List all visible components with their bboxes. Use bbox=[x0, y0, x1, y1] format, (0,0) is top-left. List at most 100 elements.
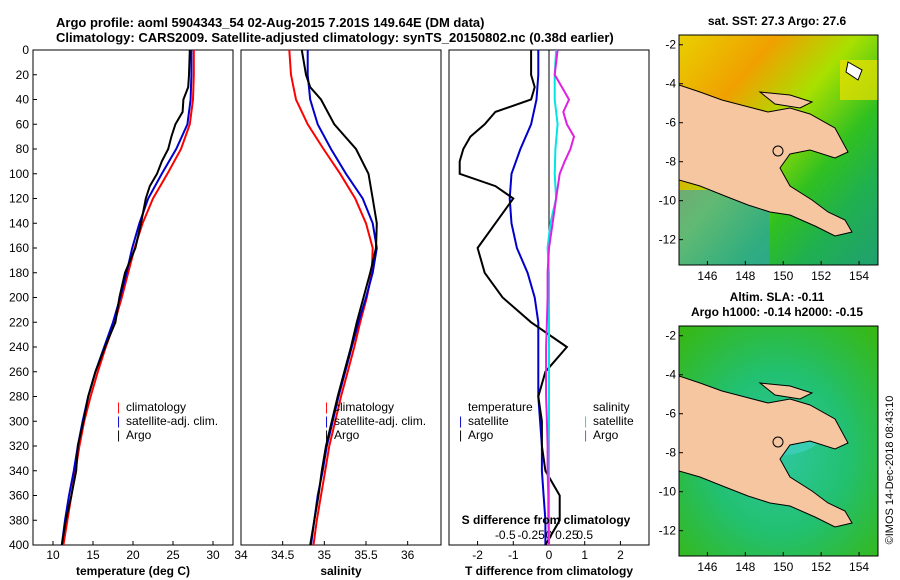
sst-xtick-label: 146 bbox=[697, 269, 717, 283]
depth-tick-label: 240 bbox=[9, 340, 29, 354]
depth-tick-label: 360 bbox=[9, 489, 29, 503]
depth-tick-label: 120 bbox=[9, 192, 29, 206]
temp-argo-line bbox=[60, 49, 191, 546]
sal-xtick-label: 36 bbox=[401, 548, 415, 562]
sla-map-title2: Argo h1000: -0.14 h2000: -0.15 bbox=[691, 305, 863, 319]
temp-xtick-label: 30 bbox=[206, 548, 220, 562]
sal-climatology-line bbox=[288, 49, 374, 546]
sst-xtick-label: 148 bbox=[735, 269, 755, 283]
depth-tick-label: 180 bbox=[9, 266, 29, 280]
diff-t-satellite-line bbox=[508, 50, 547, 545]
depth-tick-label: 0 bbox=[22, 43, 29, 57]
diff-legend-s-satellite: satellite bbox=[593, 414, 634, 428]
diff-legend-mark-t-argo: | bbox=[459, 428, 462, 442]
temp-legend-satellite: satellite-adj. clim. bbox=[126, 414, 218, 428]
salinity-xlabel: salinity bbox=[320, 564, 362, 578]
sla-argo-marker bbox=[772, 436, 784, 448]
diff-legend-t-satellite: satellite bbox=[468, 414, 509, 428]
sal-xtick-label: 35.5 bbox=[354, 548, 378, 562]
sst-map-frame bbox=[678, 34, 879, 266]
s-diff-xtick-label: 0.25 bbox=[555, 528, 579, 542]
depth-tick-label: 220 bbox=[9, 315, 29, 329]
difference-legend: temperature | satellite | Argo salinity … bbox=[459, 400, 634, 442]
depth-tick-label: 40 bbox=[16, 93, 30, 107]
depth-tick-label: 20 bbox=[16, 68, 30, 82]
sst-xtick-label: 154 bbox=[849, 269, 869, 283]
legend-mark-argo: | bbox=[117, 428, 120, 442]
depth-tick-label: 160 bbox=[9, 241, 29, 255]
sst-ytick-label: -8 bbox=[665, 155, 676, 169]
salinity-axis: 34 34.5 35 35.5 36 bbox=[234, 541, 415, 562]
diff-legend-salinity-title: salinity bbox=[593, 400, 630, 414]
depth-tick-label: 100 bbox=[9, 167, 29, 181]
sal-legend-mark-argo: | bbox=[325, 428, 328, 442]
sla-map: Altim. SLA: -0.11 Argo h1000: -0.14 h200… bbox=[659, 290, 879, 574]
depth-tick-label: 400 bbox=[9, 538, 29, 552]
sst-xtick-label: 150 bbox=[773, 269, 793, 283]
diff-legend-mark-s-sat: | bbox=[584, 414, 587, 428]
sst-argo-marker bbox=[772, 145, 784, 157]
temp-xtick-label: 15 bbox=[86, 548, 100, 562]
depth-tick-label: 60 bbox=[16, 117, 30, 131]
sst-land-new-guinea bbox=[679, 84, 853, 237]
depth-tick-label: 280 bbox=[9, 390, 29, 404]
difference-series bbox=[458, 49, 576, 546]
title-line1: Argo profile: aoml 5904343_54 02-Aug-201… bbox=[56, 15, 484, 30]
sst-map-axes: 146 148 150 152 154 -2 -4 -6 -8 -10 -12 bbox=[659, 38, 870, 283]
temp-climatology-line bbox=[62, 50, 195, 546]
diff-t-argo-line bbox=[458, 50, 569, 546]
sal-xtick-label: 34 bbox=[234, 548, 248, 562]
sal-legend-satellite: satellite-adj. clim. bbox=[334, 414, 426, 428]
sla-map-title1: Altim. SLA: -0.11 bbox=[730, 290, 825, 304]
sst-map-title: sat. SST: 27.3 Argo: 27.6 bbox=[708, 14, 847, 28]
diff-xtick-label: 2 bbox=[617, 548, 624, 562]
sla-ytick-label: -6 bbox=[665, 407, 676, 421]
salinity-axes bbox=[240, 49, 442, 546]
diff-legend-mark-s-argo: | bbox=[584, 428, 587, 442]
sst-ytick-label: -10 bbox=[659, 194, 677, 208]
sla-ytick-label: -8 bbox=[665, 446, 676, 460]
depth-axis: 0 20 40 60 80 100 120 140 160 180 200 220 240 260 280 3… bbox=[9, 43, 37, 552]
depth-tick-label: 140 bbox=[9, 216, 29, 230]
sst-ytick-label: -12 bbox=[659, 233, 677, 247]
s-difference-axis: -0.5 -0.25 0 0.250.5 bbox=[495, 528, 593, 542]
diff-legend-s-argo: Argo bbox=[593, 428, 619, 442]
sla-xtick-label: 146 bbox=[697, 560, 717, 574]
sal-legend-mark-satellite: | bbox=[325, 414, 328, 428]
title-line2: Climatology: CARS2009. Satellite-adjuste… bbox=[56, 30, 614, 45]
legend-mark-climatology: | bbox=[117, 400, 120, 414]
sal-xtick-label: 35 bbox=[318, 548, 332, 562]
diff-xtick-label: 0 bbox=[546, 548, 553, 562]
sst-warm-patch bbox=[840, 60, 878, 100]
sal-legend-mark-climatology: | bbox=[325, 400, 328, 414]
sal-satellite-line bbox=[306, 50, 378, 546]
sal-legend-argo: Argo bbox=[334, 428, 360, 442]
temperature-panel: 0 20 40 60 80 100 120 140 160 180 200 220 240 260 280 3… bbox=[9, 43, 234, 578]
depth-tick-label: 380 bbox=[9, 513, 29, 527]
difference-panel: -2 -1 0 1 2 -0.5 -0.25 0 0.250.5 S difference f… bbox=[448, 49, 650, 578]
sla-xtick-label: 148 bbox=[735, 560, 755, 574]
sst-ytick-label: -6 bbox=[665, 116, 676, 130]
sst-map: sat. SST: 27.3 Argo: 27.6 bbox=[659, 14, 879, 283]
diff-legend-temperature-title: temperature bbox=[468, 400, 533, 414]
temperature-axes bbox=[32, 49, 234, 546]
depth-tick-label: 200 bbox=[9, 291, 29, 305]
depth-tick-label: 320 bbox=[9, 439, 29, 453]
diff-s-satellite-line bbox=[546, 49, 559, 545]
sla-ytick-label: -12 bbox=[659, 524, 677, 538]
temperature-xlabel: temperature (deg C) bbox=[76, 564, 190, 578]
sal-argo-line bbox=[300, 49, 378, 546]
sla-xtick-label: 152 bbox=[811, 560, 831, 574]
temp-satellite-line bbox=[60, 50, 193, 546]
sal-xtick-label: 34.5 bbox=[271, 548, 295, 562]
sst-ytick-label: -2 bbox=[665, 38, 676, 52]
temp-xtick-label: 10 bbox=[46, 548, 60, 562]
s-diff-xtick-label: -0.5 bbox=[495, 528, 516, 542]
t-difference-xlabel: T difference from climatology bbox=[465, 564, 633, 578]
sla-xtick-label: 150 bbox=[773, 560, 793, 574]
depth-tick-label: 300 bbox=[9, 414, 29, 428]
sst-ytick-label: -4 bbox=[665, 77, 676, 91]
diff-xtick-label: -2 bbox=[472, 548, 483, 562]
temperature-axis: 10 15 20 25 30 bbox=[46, 541, 220, 562]
